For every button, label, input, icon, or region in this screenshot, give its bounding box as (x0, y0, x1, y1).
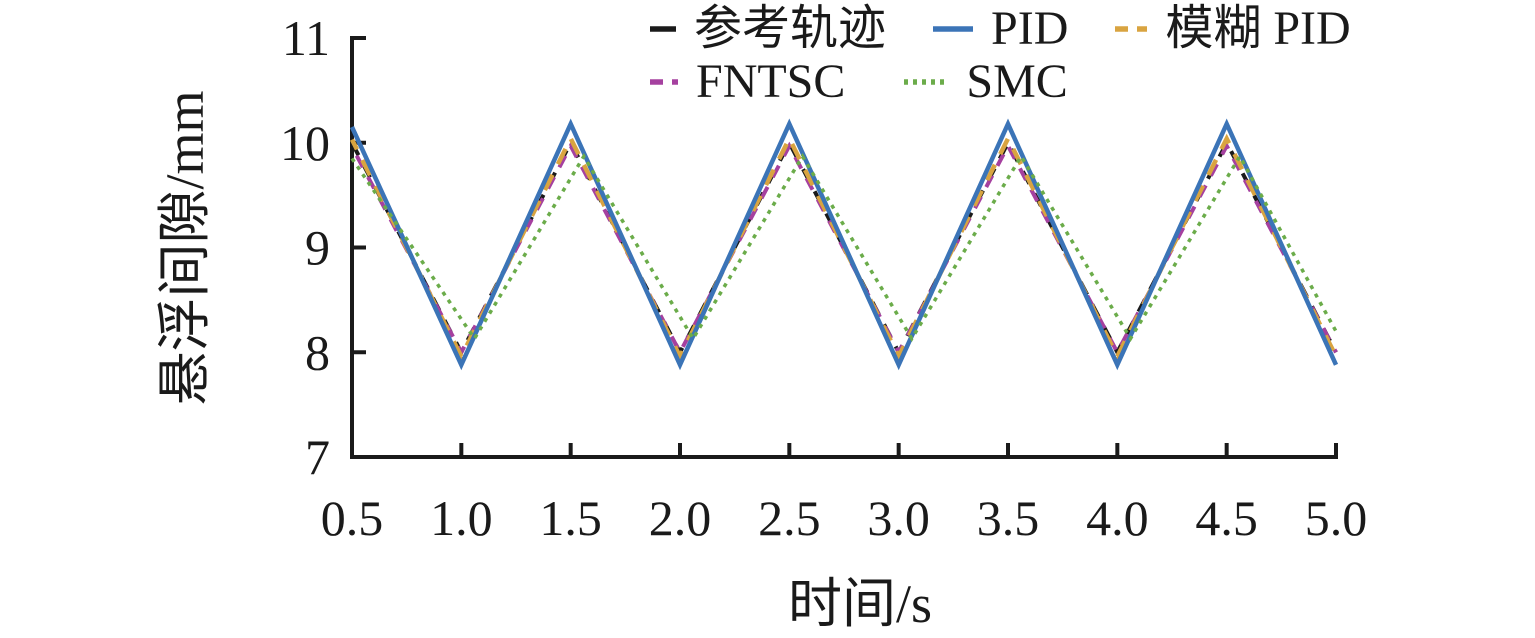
legend-item-fntsc: FNTSC (648, 54, 846, 108)
legend: 参考轨迹 PID 模糊 PID FNTSC (648, 2, 1351, 108)
x-axis-title: 时间/s (788, 574, 932, 634)
fuzzy-pid-line-sample-icon (1115, 25, 1148, 32)
smc-line-sample-icon (904, 78, 949, 85)
x-tick-label: 5.0 (1305, 490, 1368, 546)
x-tick-label: 4.0 (1086, 490, 1149, 546)
legend-item-fuzzy-pid: 模糊 PID (1113, 1, 1351, 55)
x-tick-label: 0.5 (321, 490, 384, 546)
y-tick-label: 8 (305, 324, 330, 380)
y-tick-label: 7 (305, 429, 330, 485)
y-tick-label: 10 (280, 115, 330, 171)
x-tick-label: 2.5 (758, 490, 821, 546)
y-tick-label: 9 (305, 220, 330, 276)
fntsc-line-sample-icon (650, 78, 678, 85)
x-tick-label: 2.0 (649, 490, 712, 546)
y-axis-title: 悬浮间隙/mm (155, 90, 215, 405)
legend-row-1: 参考轨迹 PID 模糊 PID (648, 2, 1351, 55)
legend-label-reference: 参考轨迹 (694, 1, 887, 55)
x-tick-label: 1.0 (430, 490, 493, 546)
legend-label-pid: PID (991, 1, 1069, 55)
legend-row-2: FNTSC SMC (648, 55, 1351, 108)
legend-item-reference: 参考轨迹 (648, 1, 887, 55)
series-pid (349, 118, 1339, 371)
legend-label-smc: SMC (966, 54, 1068, 108)
x-tick-label: 3.0 (867, 490, 930, 546)
legend-item-smc: SMC (902, 54, 1068, 108)
pid-line-sample-icon (933, 25, 974, 32)
x-tick-label: 1.5 (539, 490, 602, 546)
x-tick-label: 3.5 (977, 490, 1040, 546)
x-tick-label: 4.5 (1195, 490, 1258, 546)
reference-line-sample-icon (650, 25, 676, 32)
legend-label-fntsc: FNTSC (696, 54, 846, 108)
series-smc (350, 152, 1338, 343)
y-tick-label: 11 (282, 10, 330, 66)
legend-label-fuzzy-pid: 模糊 PID (1165, 1, 1351, 55)
legend-item-pid: PID (931, 1, 1069, 55)
axes-spine (350, 36, 1338, 459)
